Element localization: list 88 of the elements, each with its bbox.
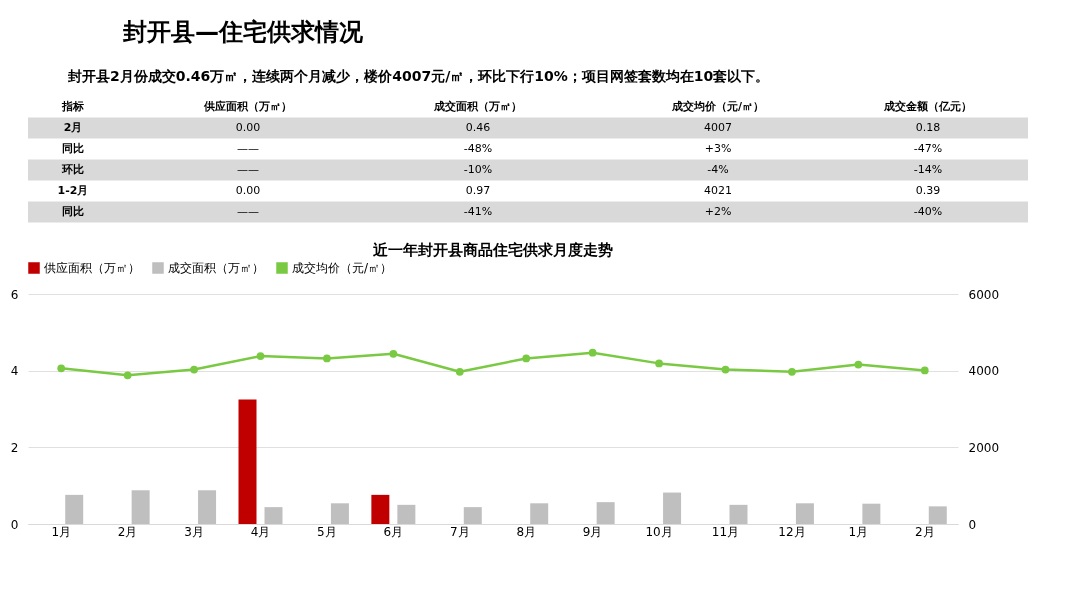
text: 供应面积（万㎡） [203,100,292,113]
text: 0.39 [915,184,941,197]
legend-label: 供应面积（万㎡） [44,261,140,275]
x-tick-label: 10月 [645,524,673,539]
point [57,364,66,373]
text: 0.46 [465,121,491,134]
bar [198,490,217,524]
x-tick-label: 2月 [914,524,935,539]
y-tick-label: 2 [10,440,19,455]
text: 0.97 [465,184,491,197]
y-tick-label: 6 [10,287,19,302]
text: +3% [704,142,732,155]
text: -47% [913,142,943,155]
text: 成交面积（万㎡） [433,100,522,113]
legend-label: 成交面积（万㎡） [168,261,264,275]
bar [928,506,947,524]
y2-tick-label: 0 [968,517,977,532]
text: -41% [463,205,493,218]
bar [862,503,881,524]
bar [264,507,283,524]
point [323,354,331,363]
x-tick-label: 1月 [848,524,869,539]
bar [65,494,84,524]
point [588,348,597,357]
x-tick-label: 6月 [383,524,404,539]
point [455,367,464,376]
bar [238,399,257,524]
point [123,371,132,380]
text: —— [237,163,259,176]
text: 成交金额（亿元） [883,100,972,113]
point [522,354,531,363]
x-tick-label: 2月 [117,524,138,539]
bar [397,504,416,524]
text: +2% [704,205,732,218]
text: 0.00 [235,121,261,134]
y2-tick-label: 6000 [968,287,1000,302]
x-tick-label: 12月 [778,524,806,539]
text: -14% [913,163,943,176]
text: 2月 [63,121,83,134]
text: 4021 [704,184,732,197]
y-tick-label: 4 [10,364,19,379]
text: -40% [913,205,943,218]
text: -4% [707,163,729,176]
x-tick-label: 4月 [250,524,271,539]
x-tick-label: 8月 [516,524,537,539]
text: 0.00 [235,184,261,197]
legend-label: 成交均价（元/㎡） [292,261,393,275]
x-tick-label: 11月 [711,524,740,539]
x-tick-label: 9月 [582,524,603,539]
point [389,349,398,358]
y2-tick-label: 4000 [968,364,1000,379]
bar [795,503,814,524]
bar [596,502,615,524]
text: —— [237,142,259,155]
x-tick-label: 5月 [317,524,337,539]
y-tick-label: 0 [10,517,19,532]
text: 成交均价（元/㎡） [670,100,765,113]
point [721,365,730,374]
text: 封开县—住宅供求情况 [122,18,364,46]
bar [663,492,682,524]
text: —— [237,205,259,218]
bar [530,503,549,524]
bar [729,504,748,524]
text: 指标 [61,100,84,113]
text: 4007 [704,121,732,134]
bar [463,507,482,524]
text: 0.18 [915,121,941,134]
text: 同比 [62,205,84,218]
text: -10% [463,163,493,176]
y2-tick-label: 2000 [968,440,1000,455]
x-tick-label: 3月 [184,524,204,539]
point [256,352,265,360]
chart-title: 近一年封开县商品住宅供求月度走势 [372,241,613,259]
text: 1-2月 [57,184,89,197]
bar [330,503,349,524]
bar [371,494,390,524]
point [854,360,863,369]
x-tick-label: 7月 [449,524,470,539]
point [655,359,663,368]
text: 封开县2月份成交0.46万㎡，连续两个月减少，楼价4007元/㎡，环比下行10%；项目网签套数均在10套以下。 [67,68,770,84]
x-tick-label: 1月 [51,524,72,539]
point [190,365,198,374]
point [788,367,796,376]
text: 同比 [62,142,84,155]
bar [131,490,150,524]
point [920,366,929,375]
text: -48% [463,142,493,155]
text: 环比 [61,163,84,176]
